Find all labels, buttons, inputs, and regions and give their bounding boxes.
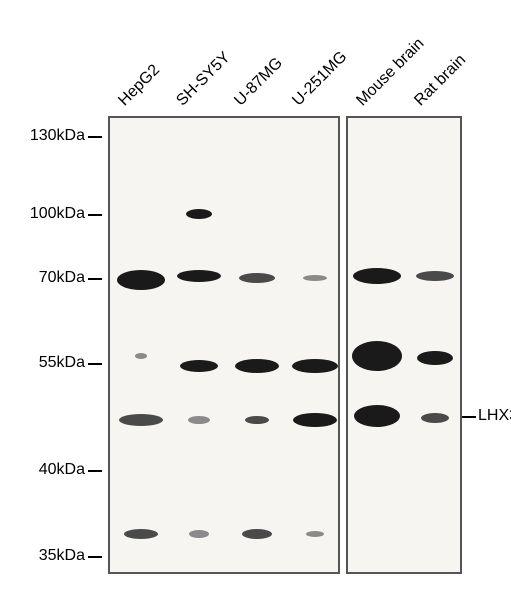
- target-label: LHX3: [478, 407, 511, 425]
- blot-band: [119, 414, 163, 426]
- blot-band: [245, 416, 269, 424]
- lane-label: Rat brain: [411, 51, 470, 110]
- lane-label: U-251MG: [289, 48, 351, 110]
- mw-label: 35kDa: [0, 547, 85, 565]
- blot-band: [352, 341, 402, 371]
- blot-band: [242, 529, 272, 539]
- blot-band: [417, 351, 453, 365]
- mw-label: 70kDa: [0, 269, 85, 287]
- blot-band: [189, 530, 209, 538]
- lane-label: U-87MG: [231, 55, 286, 110]
- mw-label: 40kDa: [0, 461, 85, 479]
- blot-panel-left: [108, 116, 340, 574]
- mw-label: 100kDa: [0, 205, 85, 223]
- mw-tick: [88, 556, 102, 558]
- mw-tick: [88, 363, 102, 365]
- mw-tick: [88, 136, 102, 138]
- blot-band: [239, 273, 275, 283]
- blot-band: [180, 360, 218, 372]
- blot-band: [188, 416, 210, 424]
- blot-band: [135, 353, 147, 359]
- blot-band: [117, 270, 165, 290]
- blot-band: [354, 405, 400, 427]
- blot-band: [306, 531, 324, 537]
- lane-label: HepG2: [115, 61, 164, 110]
- blot-band: [353, 268, 401, 284]
- mw-label: 130kDa: [0, 127, 85, 145]
- blot-band: [186, 209, 212, 219]
- lane-label: SH-SY5Y: [173, 49, 234, 110]
- blot-band: [416, 271, 454, 281]
- blot-band: [421, 413, 449, 423]
- target-tick: [462, 416, 476, 418]
- mw-label: 55kDa: [0, 354, 85, 372]
- mw-tick: [88, 470, 102, 472]
- blot-band: [293, 413, 337, 427]
- blot-band: [292, 359, 338, 373]
- mw-tick: [88, 214, 102, 216]
- mw-tick: [88, 278, 102, 280]
- blot-band: [177, 270, 221, 282]
- blot-band: [303, 275, 327, 281]
- blot-panel-right: [346, 116, 462, 574]
- blot-band: [124, 529, 158, 539]
- blot-figure: HepG2 SH-SY5Y U-87MG U-251MG Mouse brain…: [0, 0, 511, 590]
- blot-band: [235, 359, 279, 373]
